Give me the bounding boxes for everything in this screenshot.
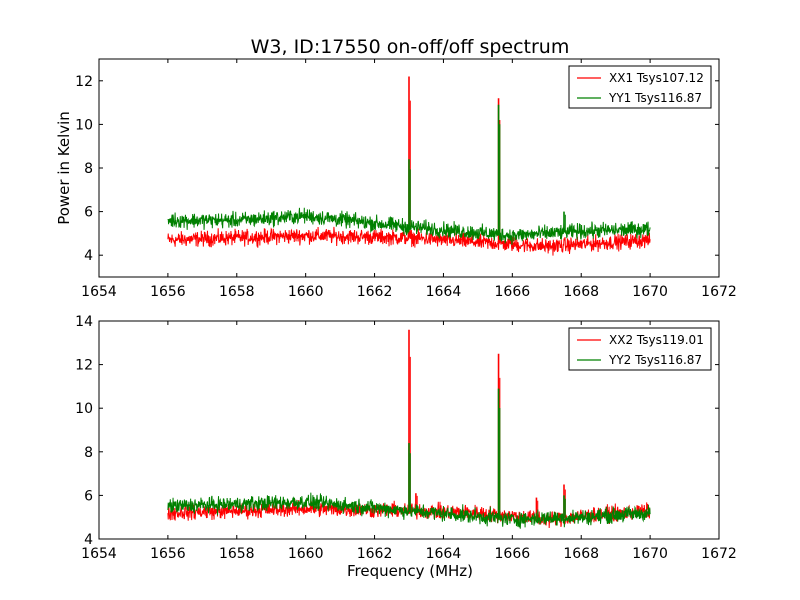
x-axis-label: Frequency (MHz) [347,562,473,580]
legend-label: YY1 Tsys116.87 [608,91,702,105]
x-tick-label: 1670 [632,546,668,562]
x-tick-label: 1672 [701,546,737,562]
y-tick-label: 8 [84,445,93,461]
x-tick-label: 1664 [426,546,462,562]
x-tick-label: 1662 [357,284,393,300]
panel-1: 1654 1656 1658 1660 1662 1664 1666 1668 1670 1672… [75,58,737,300]
x-tick-label: 1658 [219,284,255,300]
legend-2: XX2 Tsys119.01 YY2 Tsys116.87 [568,327,712,371]
y-tick-label: 4 [84,248,93,264]
panels: 1654 1656 1658 1660 1662 1664 1666 1668 1670 1672… [75,58,737,562]
x-tick-label: 1664 [426,284,462,300]
chart-title: W3, ID:17550 on-off/off spectrum [251,36,570,58]
x-tick-label: 1672 [701,284,737,300]
series-line-2 [167,207,651,245]
y-tick-label: 6 [84,205,93,221]
y-tick-label: 10 [75,401,93,417]
legend-label: XX2 Tsys119.01 [609,333,704,347]
plot-area-1 [167,76,651,256]
x-tick-label: 1666 [495,284,531,300]
plot-frame [98,320,720,540]
x-tick-label: 1670 [632,284,668,300]
legend-1: XX1 Tsys107.12 YY1 Tsys116.87 [568,65,712,109]
x-tick-label: 1666 [495,546,531,562]
legend-label: XX1 Tsys107.12 [609,71,704,85]
x-tick-label: 1656 [150,284,186,300]
x-tick-label: 1662 [357,546,393,562]
y-tick-label: 6 [84,488,93,504]
legend-box [568,65,712,109]
y-tick-label: 4 [84,532,93,548]
y-tick-label: 12 [75,358,93,374]
x-tick-label: 1656 [150,546,186,562]
legend-box [568,327,712,371]
x-tick-label: 1668 [563,546,599,562]
x-tick-label: 1658 [219,546,255,562]
panel-2: 1654 1656 1658 1660 1662 1664 1666 1668 1670 1672… [75,314,737,562]
x-tick-label: 1660 [288,284,324,300]
y-tick-label: 12 [75,74,93,90]
series-line-1 [167,226,651,256]
plot-area-2 [167,329,651,529]
x-tick-label: 1654 [81,284,117,300]
x-tick-label: 1654 [81,546,117,562]
x-tick-label: 1668 [563,284,599,300]
legend-label: YY2 Tsys116.87 [608,353,702,367]
y-tick-label: 8 [84,161,93,177]
y-tick-label: 10 [75,117,93,133]
x-tick-label: 1660 [288,546,324,562]
y-tick-label: 14 [75,314,93,330]
y-axis-label: Power in Kelvin [55,111,73,225]
